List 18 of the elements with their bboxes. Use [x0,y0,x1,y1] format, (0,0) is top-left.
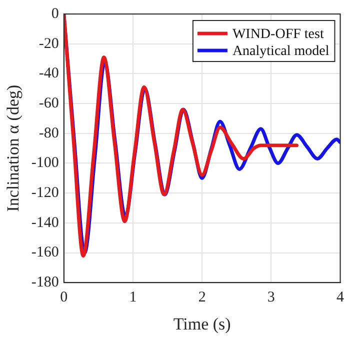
y-tick-label: -140 [31,214,59,231]
x-tick-label: 2 [198,290,206,306]
legend-label: WIND-OFF test [232,27,324,42]
y-tick-label: -120 [31,185,59,202]
x-tick-label: 1 [129,290,137,306]
legend-label: Analytical model [232,44,330,60]
y-tick-label: -80 [38,125,59,142]
x-axis-title: Time (s) [173,314,231,334]
y-tick-label: -180 [31,274,59,291]
y-tick-label: -20 [38,36,59,52]
x-tick-label: 3 [267,290,275,306]
y-tick-label: -160 [31,244,59,261]
x-tick-label: 4 [336,290,344,306]
y-axis-title: Inclination α (deg) [4,84,23,212]
y-tick-label: -100 [31,155,59,172]
y-tick-label: -60 [38,95,59,112]
y-tick-label: -40 [38,66,59,82]
y-tick-label: 0 [51,6,59,22]
